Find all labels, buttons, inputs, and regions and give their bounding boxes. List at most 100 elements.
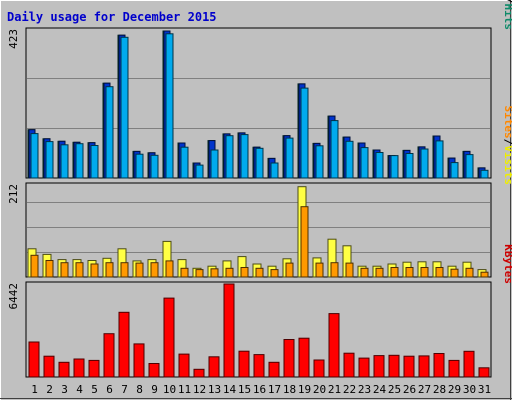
legend-entry: Hits <box>502 4 512 31</box>
legend-entry: Sites <box>502 106 512 139</box>
chart-title: Daily usage for December 2015 <box>7 10 217 24</box>
x-tick-label: 2 <box>46 383 53 396</box>
bar-pages-day-20 <box>315 145 324 179</box>
bar-pages-day-13 <box>210 149 219 179</box>
x-tick-label: 18 <box>283 383 296 396</box>
x-tick-label: 5 <box>91 383 98 396</box>
bar-kbytes-day-6 <box>103 333 115 378</box>
bar-sites-day-7 <box>120 262 129 278</box>
bar-pages-day-23 <box>360 147 369 179</box>
bar-sites-day-22 <box>345 262 354 278</box>
x-tick-label: 20 <box>313 383 326 396</box>
bar-kbytes-day-14 <box>223 283 235 378</box>
x-tick-label: 10 <box>163 383 176 396</box>
bar-pages-day-14 <box>225 135 234 179</box>
bar-sites-day-25 <box>390 267 399 278</box>
x-tick-label: 6 <box>106 383 113 396</box>
bar-kbytes-day-3 <box>58 361 70 378</box>
bar-kbytes-day-18 <box>283 339 295 378</box>
bar-sites-day-2 <box>45 260 54 278</box>
bar-pages-day-22 <box>345 140 354 179</box>
bar-pages-day-28 <box>435 140 444 179</box>
bar-sites-day-11 <box>180 267 189 278</box>
bar-sites-day-14 <box>225 267 234 278</box>
bar-pages-day-19 <box>300 87 309 179</box>
bar-pages-day-31 <box>480 169 489 179</box>
bar-sites-day-1 <box>30 254 39 278</box>
bar-pages-day-8 <box>135 153 144 179</box>
bar-sites-day-6 <box>105 262 114 278</box>
bar-pages-day-5 <box>90 145 99 179</box>
bar-sites-day-26 <box>405 267 414 278</box>
bar-pages-day-18 <box>285 137 294 179</box>
bar-kbytes-day-26 <box>403 355 415 378</box>
x-tick-label: 17 <box>268 383 281 396</box>
bar-kbytes-day-30 <box>463 350 475 378</box>
bar-sites-day-10 <box>165 260 174 278</box>
bar-pages-day-16 <box>255 147 264 179</box>
x-tick-label: 26 <box>403 383 416 396</box>
x-tick-label: 11 <box>178 383 191 396</box>
y-max-label-kbytes: 6442 <box>7 283 20 310</box>
bar-pages-day-30 <box>465 154 474 179</box>
bar-kbytes-day-24 <box>373 355 385 378</box>
bar-pages-day-25 <box>390 155 399 179</box>
bar-sites-day-29 <box>450 268 459 278</box>
bar-sites-day-15 <box>240 267 249 278</box>
legend-hits-files-pages: Pages/Files/Hits <box>502 0 512 30</box>
bar-sites-day-18 <box>285 262 294 278</box>
bar-sites-day-30 <box>465 267 474 278</box>
bar-pages-day-7 <box>120 36 129 179</box>
legend-entry: KBytes <box>502 244 512 284</box>
bar-sites-day-3 <box>60 262 69 278</box>
bar-kbytes-day-17 <box>268 361 280 378</box>
x-tick-label: 23 <box>358 383 371 396</box>
x-tick-label: 3 <box>61 383 68 396</box>
bar-sites-day-23 <box>360 267 369 278</box>
bar-pages-day-17 <box>270 162 279 179</box>
bar-pages-day-11 <box>180 146 189 179</box>
legend-visits-sites: Sites/Visits <box>502 106 512 186</box>
bar-kbytes-day-29 <box>448 359 460 378</box>
bar-kbytes-day-28 <box>433 353 445 378</box>
bar-sites-day-21 <box>330 262 339 278</box>
bar-kbytes-day-4 <box>73 358 85 378</box>
bar-sites-day-4 <box>75 262 84 278</box>
bar-pages-day-26 <box>405 153 414 179</box>
bar-kbytes-day-21 <box>328 313 340 378</box>
bar-sites-day-27 <box>420 267 429 278</box>
x-tick-label: 8 <box>136 383 143 396</box>
bar-kbytes-day-22 <box>343 352 355 378</box>
bar-pages-day-27 <box>420 148 429 179</box>
bar-kbytes-day-7 <box>118 311 130 378</box>
legend-kbytes: KBytes <box>502 244 512 284</box>
panel-visits-sites: 212 Sites/Visits <box>7 106 512 278</box>
x-tick-label: 29 <box>448 383 461 396</box>
bar-sites-day-16 <box>255 267 264 278</box>
panel-kbytes: 6442 KBytes <box>7 244 512 378</box>
bar-sites-day-24 <box>375 267 384 278</box>
bar-pages-day-24 <box>375 152 384 179</box>
bar-sites-day-13 <box>210 268 219 278</box>
x-tick-label: 16 <box>253 383 266 396</box>
legend-entry: / <box>502 0 512 4</box>
legend-entry: Visits <box>502 145 512 185</box>
bar-pages-day-15 <box>240 134 249 179</box>
bar-sites-day-5 <box>90 263 99 278</box>
bar-pages-day-10 <box>165 33 174 179</box>
bar-pages-day-9 <box>150 154 159 179</box>
bar-sites-day-8 <box>135 262 144 278</box>
bar-pages-day-12 <box>195 164 204 179</box>
bar-pages-day-21 <box>330 120 339 179</box>
bar-pages-day-3 <box>60 144 69 179</box>
bar-kbytes-day-5 <box>88 359 100 378</box>
bar-sites-day-31 <box>480 271 489 278</box>
bar-kbytes-day-10 <box>163 297 175 378</box>
bar-sites-day-19 <box>300 206 309 278</box>
x-tick-label: 9 <box>151 383 158 396</box>
x-tick-label: 7 <box>121 383 128 396</box>
bar-kbytes-day-19 <box>298 337 310 378</box>
x-tick-label: 13 <box>208 383 221 396</box>
bar-kbytes-day-8 <box>133 343 145 378</box>
